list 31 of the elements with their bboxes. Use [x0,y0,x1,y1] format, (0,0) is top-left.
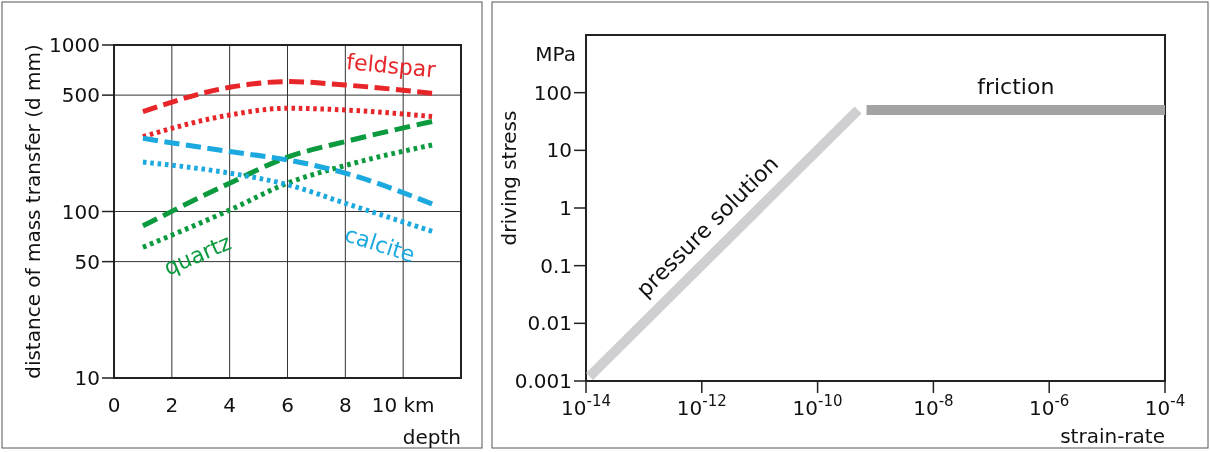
x-axis-title: strain-rate [1060,424,1165,448]
x-tick-label: 8 [338,393,352,417]
y-tick-label: 0.01 [527,311,572,336]
y-tick-label: 1 [559,196,572,220]
x-tick-label: 10$^{-8}$ [913,392,954,420]
series-label: friction [977,74,1055,100]
y-axis-title: driving stress [497,110,521,246]
x-tick-label: 10 km [371,393,435,417]
x-tick-label: 0 [107,393,121,417]
x-tick-label: 6 [281,393,294,417]
y-axis-title: distance of mass transfer (d mm) [21,44,45,379]
text: calcite [341,221,419,268]
y-tick-label: 1000 [49,33,100,57]
x-tick-label: 4 [223,393,237,417]
x-tick-label: 2 [165,393,179,417]
y-tick-label: 0.001 [514,369,572,393]
x-tick-label: 10$^{-14}$ [561,392,611,420]
x-tick-label: 10$^{-4}$ [1144,392,1186,420]
y-tick-label: 500 [61,83,100,108]
y-tick-label: 0.1 [540,253,572,278]
x-tick-label: 10$^{-12}$ [676,392,727,420]
y-tick-label: 100 [533,80,572,105]
y-tick-label: 100 [61,199,100,224]
text: feldspar [345,49,438,83]
x-axis-title: depth [402,425,461,449]
x-tick-label: 10$^{-10}$ [792,392,843,420]
y-tick-label: 10 [546,138,572,163]
text: MPa [535,42,576,66]
x-tick-label: 10$^{-6}$ [1028,392,1070,420]
y-tick-label: 50 [74,249,100,274]
y-tick-label: 10 [74,366,100,390]
